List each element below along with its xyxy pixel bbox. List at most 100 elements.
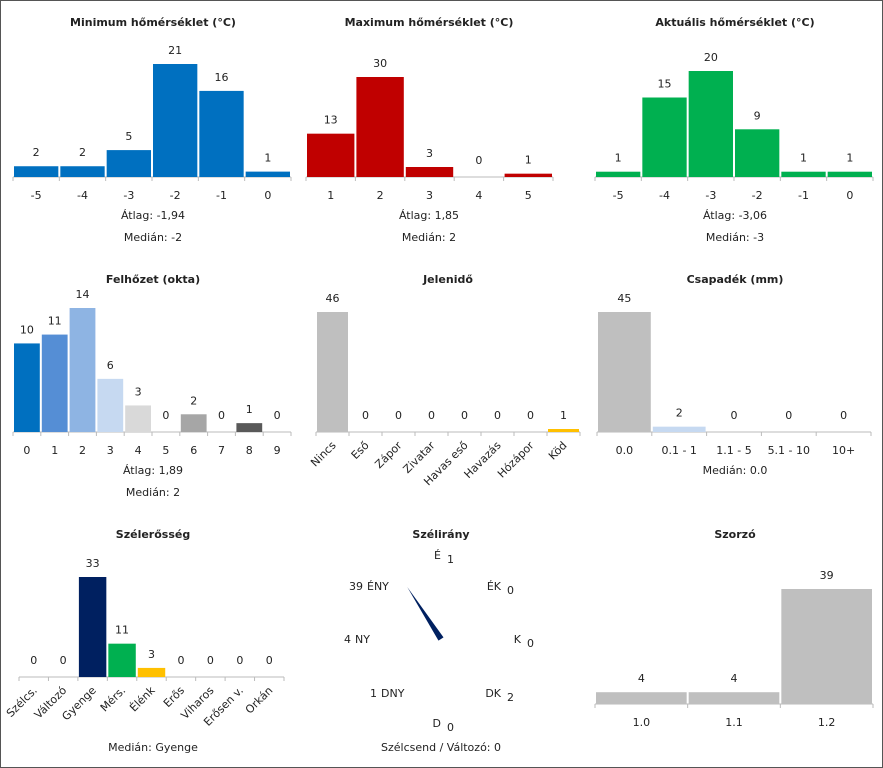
bar — [14, 343, 40, 432]
bar — [596, 692, 687, 704]
stat-text: Medián: 0.0 — [703, 464, 768, 477]
data-label: 3 — [148, 648, 155, 661]
tick-label: 0 — [846, 189, 853, 202]
direction-label: DK — [485, 687, 501, 700]
tick-label: 1.2 — [818, 716, 836, 729]
stat-text: Medián: -2 — [124, 231, 182, 244]
bar — [69, 308, 96, 432]
tick-label: Hózápor — [495, 439, 537, 481]
chart-title: Minimum hőmérséklet (°C) — [70, 16, 236, 29]
data-label: 9 — [754, 109, 761, 122]
tick-label: 1.0 — [633, 716, 651, 729]
tick-label: 0.1 - 1 — [661, 444, 696, 457]
direction-count: 1 — [370, 687, 377, 700]
chart-title: Jelenidő — [422, 273, 473, 286]
direction-label: ÉNY — [367, 580, 389, 593]
tick-label: Mérs. — [98, 684, 128, 714]
tick-label: 1.1 - 5 — [716, 444, 751, 457]
stat-text: Átlag: 1,85 — [399, 209, 459, 222]
bar — [180, 414, 207, 432]
data-label: 0 — [266, 654, 273, 667]
chart-title: Aktuális hőmérséklet (°C) — [655, 16, 814, 29]
tick-label: 4 — [135, 444, 142, 457]
bar — [596, 171, 641, 177]
data-label: 1 — [264, 152, 271, 165]
tick-label: 6 — [190, 444, 197, 457]
tick-label: -1 — [216, 189, 227, 202]
tick-label: -1 — [798, 189, 809, 202]
data-label: 0 — [395, 409, 402, 422]
tick-label: Élénk — [127, 683, 158, 714]
tick-label: 5 — [162, 444, 169, 457]
data-label: 5 — [125, 130, 132, 143]
chart-title: Szélerősség — [116, 528, 190, 541]
tick-label: 0 — [264, 189, 271, 202]
data-label: 2 — [79, 146, 86, 159]
bar — [652, 426, 706, 432]
bar — [125, 405, 151, 432]
tick-label: 1.1 — [725, 716, 743, 729]
direction-count: 0 — [527, 637, 534, 650]
tick-label: Nincs — [308, 439, 339, 470]
data-label: 0 — [207, 654, 214, 667]
data-label: 2 — [190, 394, 197, 407]
bar — [307, 133, 355, 177]
bar — [548, 429, 579, 432]
chart-title: Szélirány — [412, 528, 469, 541]
data-label: 13 — [324, 114, 338, 127]
data-label: 0 — [494, 409, 501, 422]
data-label: 1 — [615, 152, 622, 165]
stat-text: Medián: 2 — [402, 231, 456, 244]
stat-text: Átlag: 1,89 — [123, 464, 183, 477]
data-label: 15 — [658, 78, 672, 91]
data-label: 4 — [638, 672, 645, 685]
tick-label: -5 — [613, 189, 624, 202]
data-label: 0 — [30, 654, 37, 667]
tick-label: 10+ — [832, 444, 855, 457]
bar — [97, 378, 124, 432]
tick-label: Eső — [349, 439, 372, 462]
data-label: 14 — [76, 288, 90, 301]
tick-label: -3 — [123, 189, 134, 202]
wind-needle — [407, 587, 444, 641]
bar — [106, 150, 151, 177]
bar — [781, 171, 826, 177]
bar — [642, 97, 687, 177]
stat-text: Medián: 2 — [126, 486, 180, 499]
bar — [688, 692, 780, 704]
data-label: 2 — [33, 146, 40, 159]
data-label: 3 — [135, 385, 142, 398]
data-label: 1 — [560, 409, 567, 422]
data-label: 4 — [731, 672, 738, 685]
chart-title: Felhőzet (okta) — [106, 273, 200, 286]
bar — [60, 166, 105, 177]
data-label: 0 — [731, 409, 738, 422]
bar — [504, 173, 552, 177]
data-label: 21 — [168, 44, 182, 57]
bar — [735, 129, 780, 177]
data-label: 6 — [107, 359, 114, 372]
tick-label: Erős — [161, 684, 187, 710]
tick-label: 1 — [51, 444, 58, 457]
stat-text: Medián: Gyenge — [108, 741, 198, 754]
stat-text: Átlag: -3,06 — [703, 209, 767, 222]
bar — [78, 577, 107, 677]
stat-text: Szélcsend / Változó: 0 — [381, 741, 501, 754]
direction-label: K — [514, 633, 522, 646]
data-label: 1 — [246, 403, 253, 416]
tick-label: -4 — [77, 189, 88, 202]
data-label: 0 — [527, 409, 534, 422]
data-label: 0 — [475, 154, 482, 167]
data-label: 45 — [617, 292, 631, 305]
data-label: 0 — [428, 409, 435, 422]
data-label: 0 — [274, 409, 281, 422]
direction-label: DNY — [381, 687, 405, 700]
data-label: 0 — [236, 654, 243, 667]
stat-text: Átlag: -1,94 — [121, 209, 185, 222]
tick-label: 8 — [246, 444, 253, 457]
data-label: 0 — [461, 409, 468, 422]
tick-label: -5 — [31, 189, 42, 202]
tick-label: 5.1 - 10 — [768, 444, 810, 457]
bar — [108, 643, 136, 677]
